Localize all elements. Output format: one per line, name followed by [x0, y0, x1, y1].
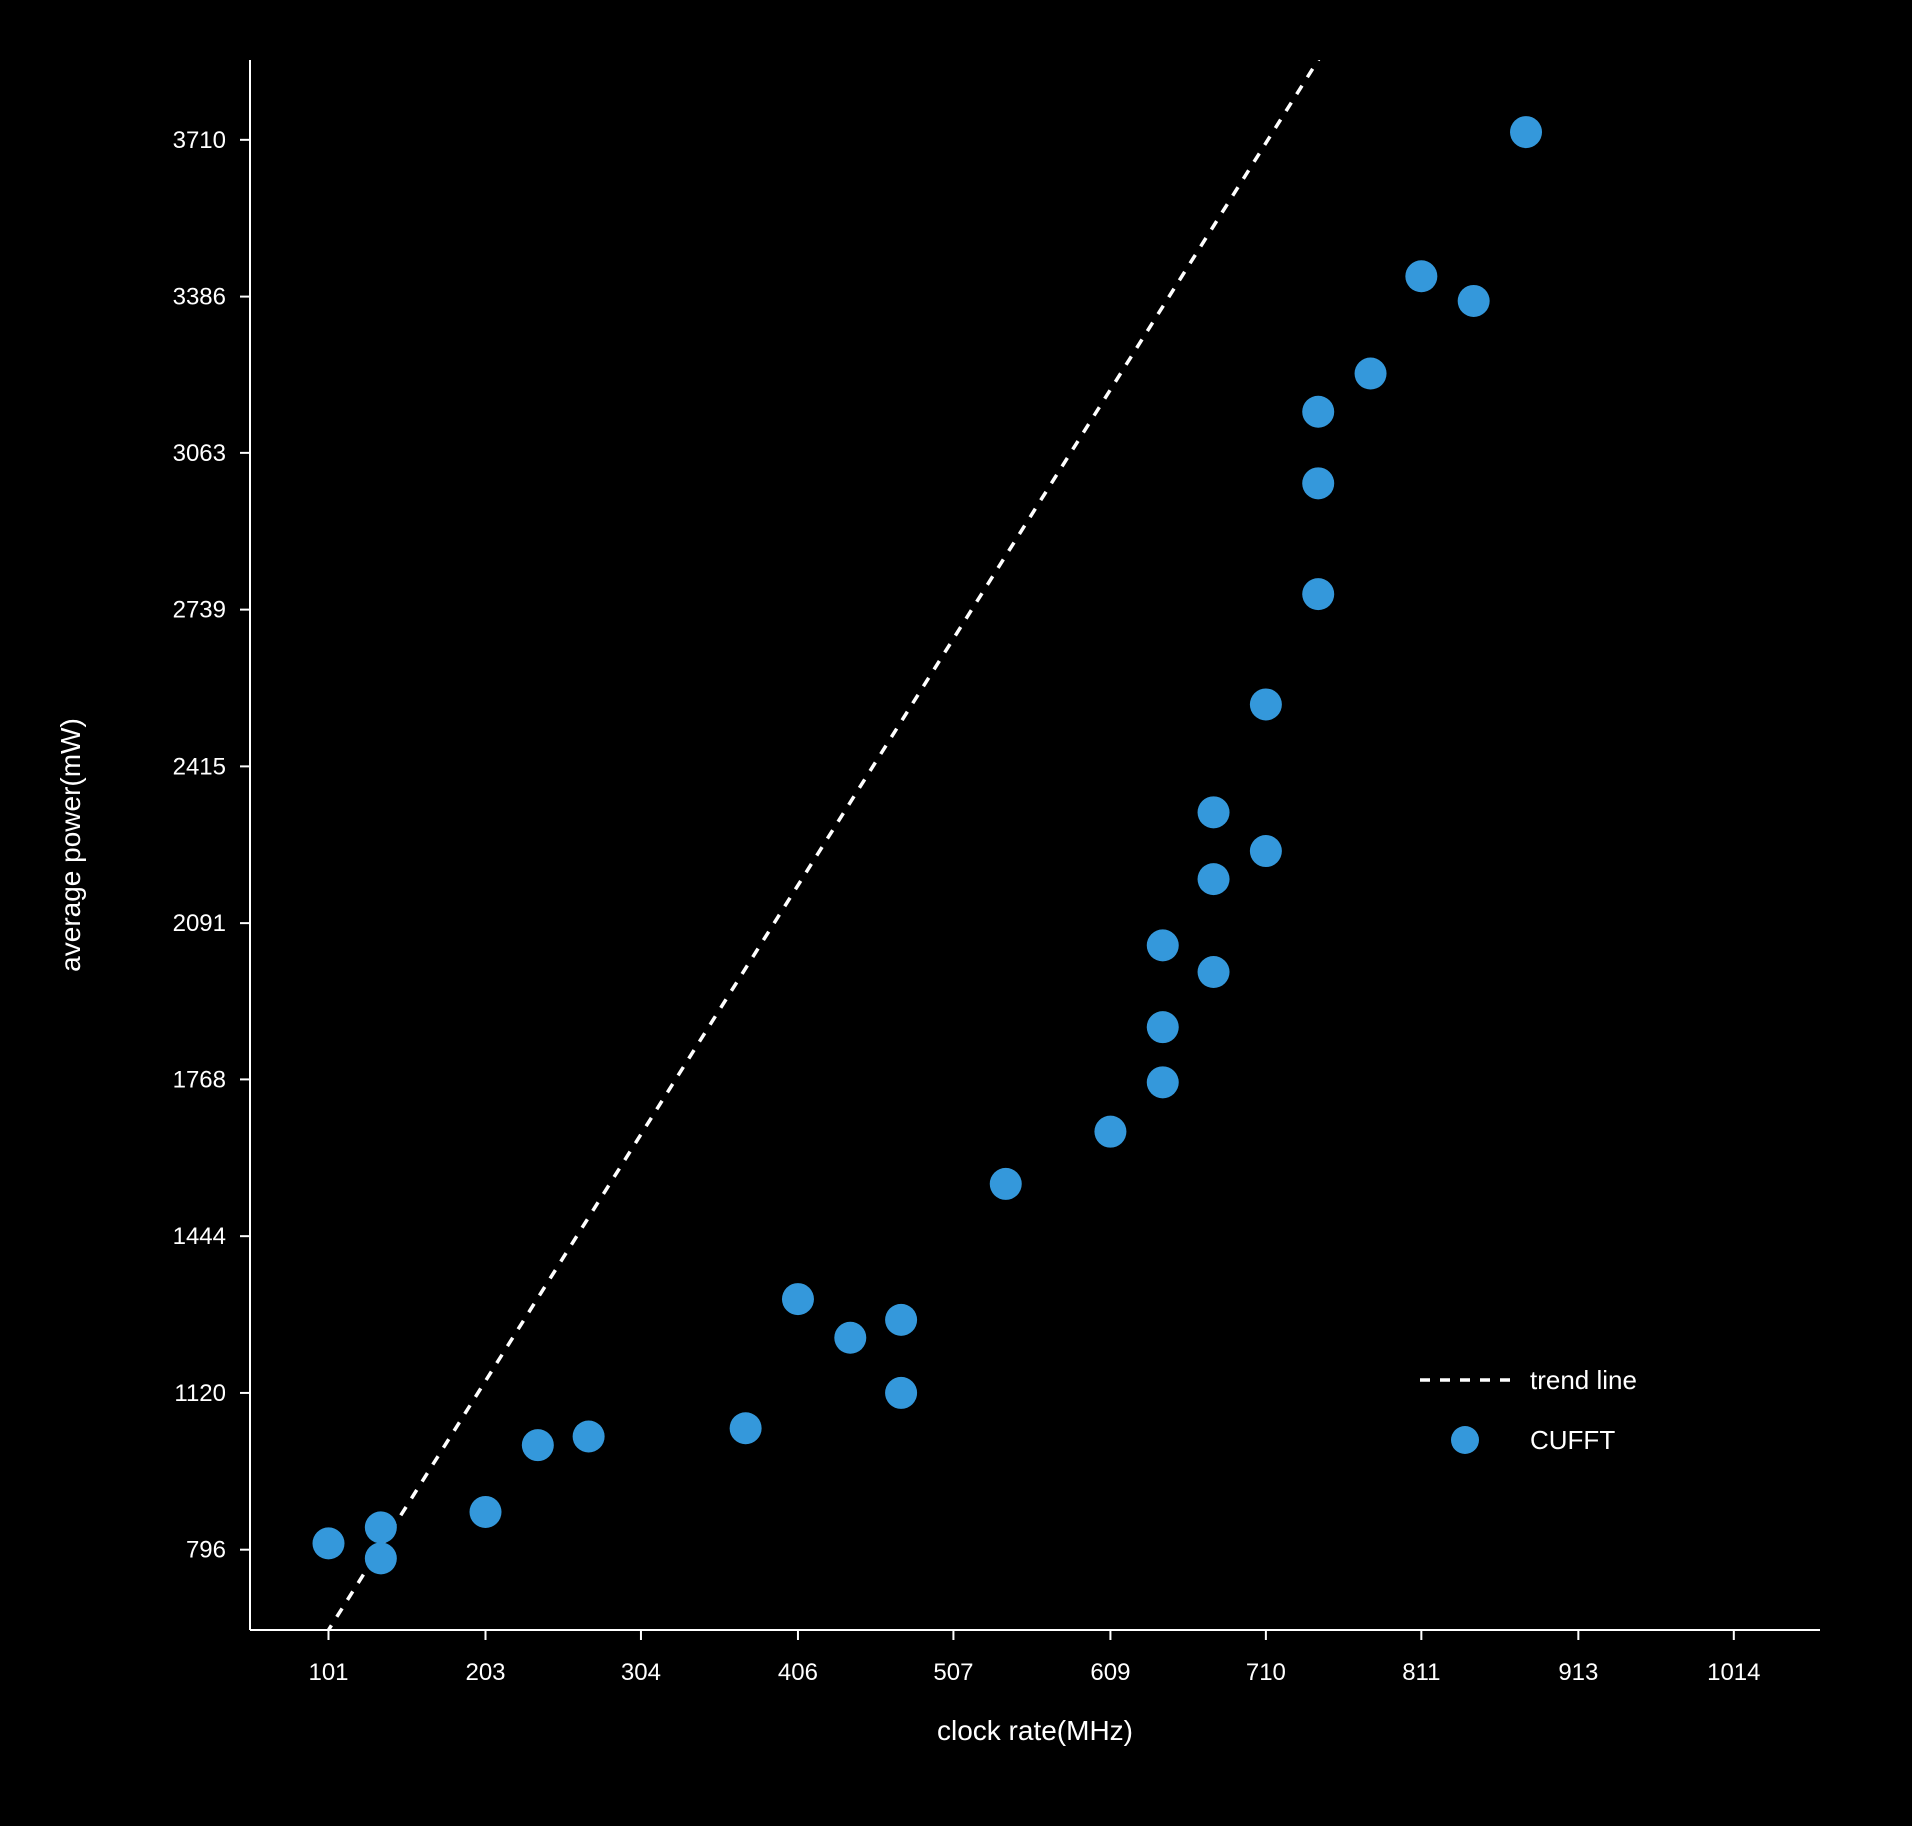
- data-point: [1147, 1011, 1179, 1043]
- data-point: [1458, 285, 1490, 317]
- data-point: [365, 1511, 397, 1543]
- y-tick-label: 2415: [173, 753, 226, 780]
- y-tick-label: 1444: [173, 1223, 226, 1250]
- y-tick-label: 3063: [173, 440, 226, 467]
- x-tick-label: 203: [465, 1659, 505, 1686]
- data-point: [1510, 116, 1542, 148]
- data-point: [1355, 358, 1387, 390]
- data-point: [1198, 956, 1230, 988]
- y-tick-label: 796: [186, 1537, 226, 1564]
- data-point: [1094, 1116, 1126, 1148]
- data-point: [885, 1377, 917, 1409]
- data-point: [1250, 688, 1282, 720]
- data-point: [1147, 1066, 1179, 1098]
- chart-background: [0, 0, 1912, 1826]
- x-tick-label: 101: [308, 1659, 348, 1686]
- x-tick-label: 913: [1558, 1659, 1598, 1686]
- x-tick-label: 609: [1090, 1659, 1130, 1686]
- data-point: [1405, 260, 1437, 292]
- data-point: [573, 1420, 605, 1452]
- y-tick-label: 3710: [173, 127, 226, 154]
- data-point: [885, 1304, 917, 1336]
- y-tick-label: 2091: [173, 910, 226, 937]
- y-tick-label: 3386: [173, 284, 226, 311]
- x-tick-label: 710: [1246, 1659, 1286, 1686]
- data-point: [1302, 578, 1334, 610]
- data-point: [1302, 396, 1334, 428]
- data-point: [782, 1283, 814, 1315]
- legend-item-label: trend line: [1530, 1365, 1637, 1395]
- data-point: [365, 1542, 397, 1574]
- y-tick-label: 1120: [174, 1380, 226, 1407]
- data-point: [730, 1412, 762, 1444]
- chart-svg: 101 203 304 406 507 609 710 811 913 1014 796 1120 14…: [0, 0, 1912, 1826]
- data-point: [470, 1496, 502, 1528]
- scatter-chart: 101 203 304 406 507 609 710 811 913 1014 796 1120 14…: [0, 0, 1912, 1826]
- data-point: [1302, 467, 1334, 499]
- x-tick-label: 304: [621, 1659, 661, 1686]
- x-tick-label: 406: [778, 1659, 818, 1686]
- data-point: [834, 1322, 866, 1354]
- y-axis-label: average power(mW): [55, 718, 86, 972]
- y-tick-label: 2739: [173, 597, 226, 624]
- data-point: [313, 1527, 345, 1559]
- data-point: [1198, 796, 1230, 828]
- legend-item-label: CUFFT: [1530, 1425, 1615, 1455]
- x-tick-label: 1014: [1707, 1659, 1760, 1686]
- legend-marker-sample: [1451, 1426, 1479, 1454]
- x-tick-label: 811: [1402, 1659, 1440, 1686]
- data-point: [1147, 929, 1179, 961]
- x-axis-label: clock rate(MHz): [937, 1715, 1133, 1746]
- data-point: [1250, 835, 1282, 867]
- data-point: [1198, 863, 1230, 895]
- data-point: [990, 1168, 1022, 1200]
- x-tick-label: 507: [933, 1659, 973, 1686]
- y-tick-label: 1768: [173, 1066, 226, 1093]
- data-point: [522, 1429, 554, 1461]
